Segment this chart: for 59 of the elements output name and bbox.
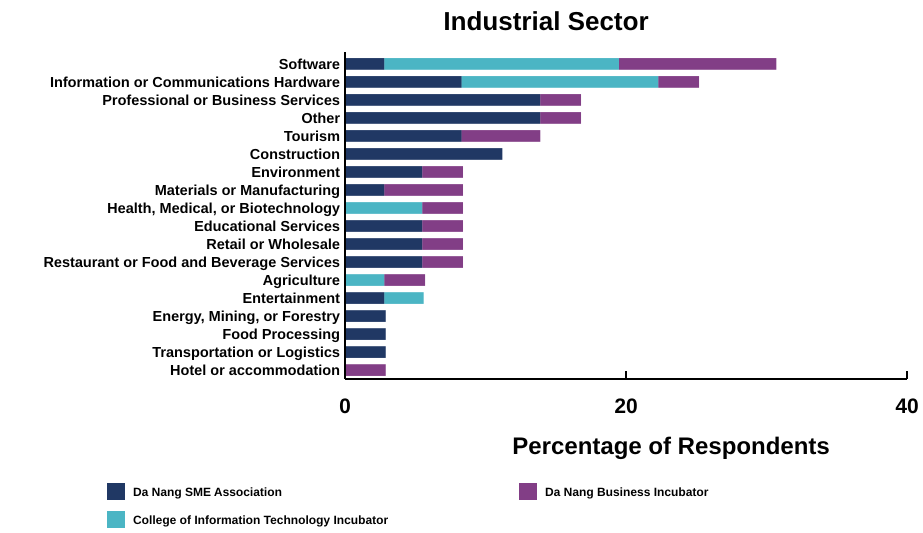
bar <box>345 310 386 322</box>
bar <box>345 58 384 70</box>
x-axis-title: Percentage of Respondents <box>512 433 830 460</box>
bar <box>384 184 464 196</box>
bar <box>345 112 540 124</box>
x-tick-label: 0 <box>339 395 351 418</box>
bar <box>384 274 426 286</box>
y-tick-label: Energy, Mining, or Forestry <box>152 309 340 326</box>
y-tick-label: Transportation or Logistics <box>152 345 340 362</box>
y-tick-label: Construction <box>250 147 340 164</box>
bar <box>345 220 422 232</box>
y-tick-label: Software <box>278 56 340 73</box>
y-tick-label: Hotel or accommodation <box>170 363 340 380</box>
y-tick-label: Materials or Manufacturing <box>154 183 340 200</box>
bar <box>345 256 422 268</box>
x-tick-label: 20 <box>614 395 638 418</box>
y-tick-label: Information or Communications Hardware <box>50 75 340 91</box>
bar <box>345 328 386 340</box>
y-tick-label: Agriculture <box>262 273 340 290</box>
bar <box>462 130 540 142</box>
y-tick-label: Educational Services <box>194 219 340 236</box>
bar <box>462 76 658 88</box>
bar <box>345 94 540 106</box>
y-tick-label: Other <box>301 111 340 128</box>
bar <box>658 76 700 88</box>
bar <box>422 220 464 232</box>
bar <box>384 292 424 304</box>
bar <box>345 364 386 376</box>
bar <box>345 148 502 160</box>
bar <box>422 202 464 214</box>
bar <box>345 292 384 304</box>
y-tick-label: Tourism <box>284 129 340 146</box>
legend-label: Da Nang SME Association <box>133 485 282 500</box>
bar <box>540 94 582 106</box>
bar <box>345 130 462 142</box>
bar <box>345 202 422 214</box>
bar <box>422 238 464 250</box>
x-tick-label: 40 <box>895 395 919 418</box>
chart-title: Industrial Sector <box>443 6 649 36</box>
bar <box>345 184 384 196</box>
bar <box>540 112 582 124</box>
bar <box>618 58 776 70</box>
y-tick-label: Professional or Business Services <box>102 93 340 110</box>
y-tick-label: Food Processing <box>222 327 340 344</box>
y-tick-label: Retail or Wholesale <box>206 237 340 254</box>
bar <box>345 76 462 88</box>
bar <box>384 58 619 70</box>
bar <box>345 238 422 250</box>
legend-label: Da Nang Business Incubator <box>545 485 709 500</box>
y-tick-label: Restaurant or Food and Beverage Services <box>43 255 340 272</box>
bar <box>345 166 422 178</box>
bar <box>422 256 464 268</box>
legend-label: College of Information Technology Incubator <box>133 513 388 528</box>
y-tick-label: Environment <box>251 165 340 182</box>
y-tick-label: Health, Medical, or Biotechnology <box>107 201 340 218</box>
bar <box>422 166 464 178</box>
bar <box>345 346 386 358</box>
bar <box>345 274 384 286</box>
y-tick-label: Entertainment <box>242 291 340 308</box>
